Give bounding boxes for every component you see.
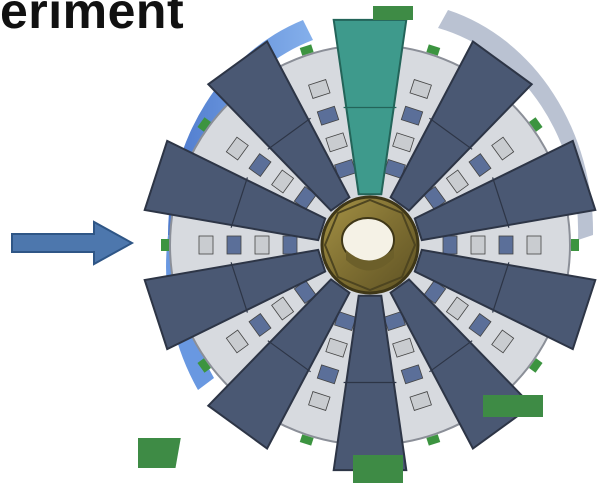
connector-board bbox=[529, 117, 543, 132]
connector-board bbox=[197, 358, 211, 373]
electronics-board bbox=[248, 153, 272, 178]
slide-title: eriment bbox=[0, 0, 185, 39]
connector-board bbox=[299, 44, 314, 56]
connector-board bbox=[426, 434, 441, 446]
detector-modules bbox=[143, 18, 597, 472]
connector-board bbox=[299, 434, 314, 446]
electronics-board bbox=[392, 132, 415, 153]
central-ring bbox=[320, 195, 420, 295]
pointer-arrow bbox=[10, 220, 136, 266]
electronics-board bbox=[308, 79, 331, 99]
electronics-board bbox=[442, 235, 458, 255]
electronics-board bbox=[316, 364, 340, 385]
electronics-board bbox=[248, 312, 272, 337]
connector-board bbox=[571, 239, 579, 251]
electronics-board bbox=[400, 364, 424, 385]
electronics-board bbox=[254, 235, 270, 255]
base-stands bbox=[138, 6, 543, 483]
electronics-board bbox=[470, 235, 486, 255]
electronics-board bbox=[325, 132, 348, 153]
electronics-board bbox=[491, 329, 515, 354]
electronics-board bbox=[271, 296, 295, 321]
sector-module bbox=[413, 139, 597, 242]
electronics-board bbox=[491, 136, 515, 161]
sector-module bbox=[206, 278, 351, 450]
electronics-board bbox=[392, 337, 415, 358]
electronics-boards bbox=[161, 44, 579, 446]
sector-module bbox=[413, 248, 597, 351]
electronics-board bbox=[409, 391, 432, 411]
electronics-board bbox=[325, 337, 348, 358]
connector-board bbox=[197, 117, 211, 132]
electronics-board bbox=[409, 79, 432, 99]
electronics-board bbox=[308, 391, 331, 411]
electronics-board bbox=[316, 105, 340, 126]
detector-wheel bbox=[138, 0, 605, 490]
module-seam bbox=[230, 177, 248, 228]
electronics-board bbox=[468, 153, 492, 178]
electronics-board bbox=[225, 136, 249, 161]
electronics-board bbox=[445, 296, 469, 321]
arrow-shape bbox=[11, 220, 135, 266]
electronics-board bbox=[225, 329, 249, 354]
electronics-board bbox=[445, 169, 469, 194]
electronics-board bbox=[282, 235, 298, 255]
module-seam bbox=[230, 262, 248, 313]
module-seam bbox=[492, 177, 510, 228]
module-seam bbox=[429, 117, 473, 150]
electronics-board bbox=[498, 235, 514, 255]
module-seam bbox=[267, 340, 311, 373]
module-seam bbox=[267, 117, 311, 150]
connector-board bbox=[426, 44, 441, 56]
electronics-board bbox=[468, 312, 492, 337]
electronics-board bbox=[526, 235, 542, 255]
electronics-board bbox=[226, 235, 242, 255]
sector-module bbox=[206, 40, 351, 212]
sector-module bbox=[143, 139, 327, 242]
sector-module bbox=[143, 248, 327, 351]
module-seam bbox=[492, 262, 510, 313]
electronics-board bbox=[198, 235, 214, 255]
electronics-board bbox=[271, 169, 295, 194]
connector-board bbox=[529, 358, 543, 373]
electronics-board bbox=[400, 105, 424, 126]
module-seam bbox=[429, 340, 473, 373]
connector-board bbox=[161, 239, 169, 251]
sector-module bbox=[389, 40, 534, 212]
